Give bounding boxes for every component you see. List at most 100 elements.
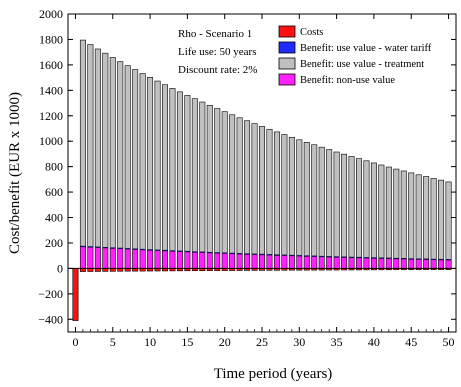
x-tick-label: 25 <box>256 335 268 349</box>
x-tick-label: 15 <box>181 335 193 349</box>
bar-treatment <box>236 117 243 254</box>
bar-non-use <box>363 257 370 269</box>
bar-treatment <box>124 65 131 249</box>
bar-non-use <box>273 254 280 269</box>
bar-non-use <box>109 248 116 269</box>
bar-non-use <box>162 250 168 269</box>
bar-water-tariff <box>80 246 86 247</box>
bar-treatment <box>221 111 228 254</box>
bar-non-use <box>348 257 355 269</box>
bar-water-tariff <box>289 255 295 256</box>
bar-treatment <box>430 178 437 260</box>
x-tick-label: 10 <box>144 335 156 349</box>
bar-treatment <box>303 142 310 256</box>
bar-water-tariff <box>207 252 213 253</box>
bar-water-tariff <box>408 258 414 260</box>
y-tick-label: 1400 <box>39 83 63 97</box>
bar-non-use <box>102 247 109 269</box>
bar-treatment <box>132 69 139 250</box>
bar-water-tariff <box>95 246 101 248</box>
bar-water-tariff <box>311 255 317 257</box>
legend-label-costs: Costs <box>300 27 323 38</box>
bar-non-use <box>385 258 392 269</box>
bar-treatment <box>393 168 400 259</box>
bar-treatment <box>199 101 206 253</box>
bar-non-use <box>124 248 131 269</box>
bar-non-use <box>288 255 295 269</box>
y-tick-label: −200 <box>38 287 63 301</box>
bar-treatment <box>162 84 168 251</box>
bar-treatment <box>259 126 265 255</box>
bar-water-tariff <box>147 249 153 251</box>
bar-treatment <box>154 80 161 251</box>
x-tick-label: 45 <box>405 335 417 349</box>
bar-non-use <box>139 249 146 269</box>
y-tick-label: 400 <box>45 211 63 225</box>
bar-non-use <box>296 255 303 269</box>
bar-non-use <box>244 253 251 269</box>
bar-treatment <box>102 52 109 248</box>
bar-non-use <box>326 256 333 269</box>
bar-treatment <box>370 162 377 258</box>
bar-water-tariff <box>363 257 370 259</box>
bar-water-tariff <box>251 253 258 255</box>
bar-treatment <box>87 44 94 247</box>
bar-treatment <box>184 95 191 252</box>
x-tick-label: 40 <box>368 335 380 349</box>
bar-treatment <box>415 174 422 260</box>
annotation-line-1: Rho - Scenario 1 <box>178 28 252 40</box>
bar-treatment <box>169 88 176 251</box>
bar-water-tariff <box>184 251 191 252</box>
bar-non-use <box>415 259 422 269</box>
y-tick-label: 0 <box>57 261 63 275</box>
y-tick-label: 1200 <box>39 109 63 123</box>
bar-treatment <box>109 57 116 248</box>
bar-water-tariff <box>438 259 444 260</box>
bar-water-tariff <box>430 259 437 260</box>
bar-non-use <box>154 250 161 269</box>
bar-water-tariff <box>177 250 183 252</box>
bar-water-tariff <box>281 254 288 256</box>
legend-label-water-tariff: Benefit: use value - water tariff <box>300 43 432 54</box>
y-tick-label: 1000 <box>39 134 63 148</box>
bars-layer <box>72 39 452 321</box>
bar-water-tariff <box>132 248 138 250</box>
bar-non-use <box>341 257 348 269</box>
bar-water-tariff <box>229 253 235 254</box>
bar-water-tariff <box>319 256 325 257</box>
bar-non-use <box>423 259 430 269</box>
bar-treatment <box>311 144 318 257</box>
bar-water-tariff <box>393 258 399 259</box>
bar-water-tariff <box>222 252 228 254</box>
bar-treatment <box>326 149 333 257</box>
x-tick-label: 0 <box>72 335 78 349</box>
bar-non-use <box>214 252 221 269</box>
bar-treatment <box>341 153 348 258</box>
bar-water-tariff <box>386 257 392 259</box>
bar-non-use <box>199 252 206 269</box>
bar-water-tariff <box>378 257 385 259</box>
x-tick-label: 5 <box>110 335 116 349</box>
y-tick-label: 800 <box>45 160 63 174</box>
bar-treatment <box>408 172 415 259</box>
x-tick-label: 35 <box>331 335 343 349</box>
bar-non-use <box>236 253 243 269</box>
bar-treatment <box>288 136 295 256</box>
bar-non-use <box>259 254 265 269</box>
bar-non-use <box>229 253 236 269</box>
bar-water-tariff <box>326 256 332 258</box>
bar-water-tariff <box>87 246 94 248</box>
bar-non-use <box>221 253 228 269</box>
bar-treatment <box>438 179 445 260</box>
bar-water-tariff <box>445 259 452 261</box>
bar-non-use <box>400 258 407 269</box>
bar-non-use <box>79 246 86 269</box>
legend-label-treatment: Benefit: use value - treatment <box>300 59 424 70</box>
bar-treatment <box>251 123 258 255</box>
legend: Costs Benefit: use value - water tariff … <box>278 25 432 86</box>
legend-label-non-use: Benefit: non-use value <box>300 75 395 86</box>
bar-non-use <box>393 258 400 269</box>
x-axis-label: Time period (years) <box>214 366 333 382</box>
y-tick-label: −400 <box>38 312 63 326</box>
bar-treatment <box>94 48 101 248</box>
